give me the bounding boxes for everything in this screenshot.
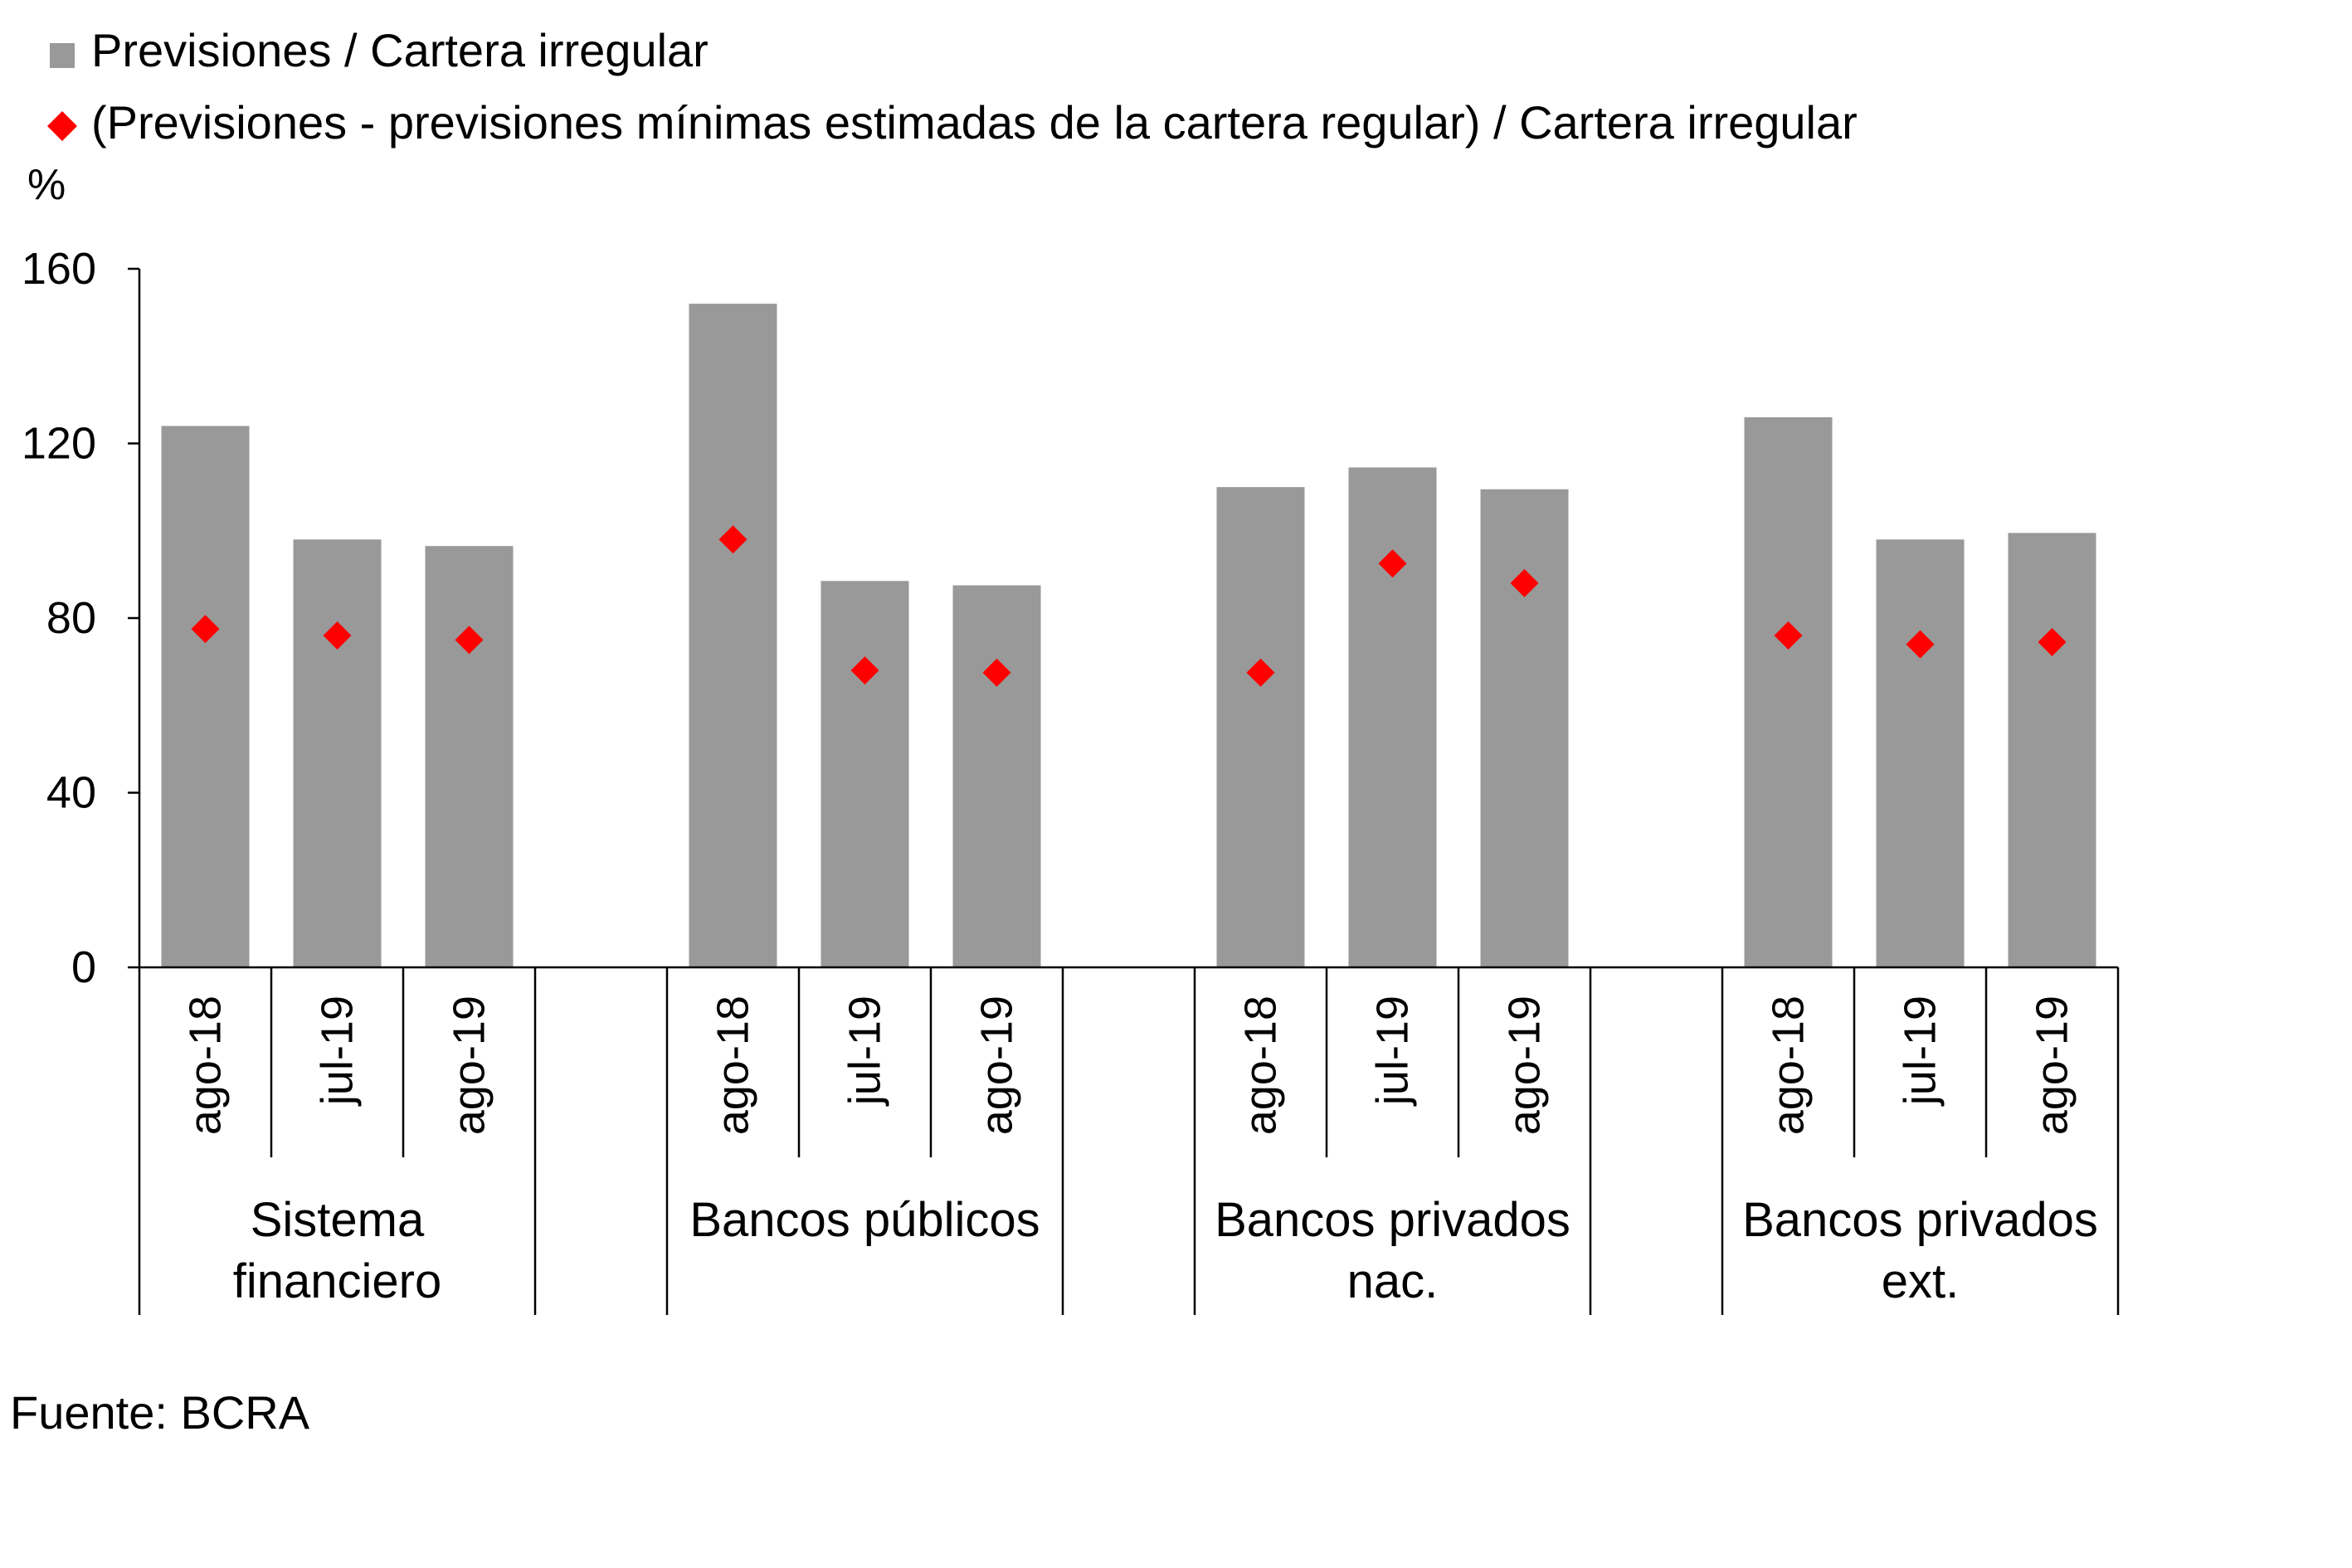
bar [821,581,909,967]
group-label-line: Bancos privados [1215,1193,1570,1247]
x-tick-label: ago-18 [181,996,231,1135]
group-label-line: financiero [233,1254,441,1308]
x-tick-label: ago-18 [709,996,758,1135]
marker-point [2038,627,2067,656]
marker-point [1774,621,1803,650]
x-tick-label: ago-19 [2028,996,2077,1135]
y-tick-label: 160 [22,244,96,294]
x-tick-label: jul-19 [840,996,890,1107]
marker-point [323,621,352,650]
bar [1744,416,1833,967]
group-label: Bancos privados ext. [1742,1193,2098,1308]
bar [689,304,777,968]
group-label-line: Bancos privados [1742,1193,2098,1247]
group-label: Bancos públicos [689,1193,1040,1247]
y-tick-label: 0 [71,942,96,992]
x-tick-label: jul-19 [313,996,363,1107]
marker-point [850,656,879,685]
x-tick-label: jul-19 [1896,996,1945,1107]
x-tick-label: ago-19 [1500,996,1550,1135]
x-tick-label: jul-19 [1368,996,1418,1107]
legend: Previsiones / Cartera irregular (Previsi… [47,24,1858,149]
marker-point [191,615,220,644]
bar [1216,487,1305,967]
group-label-line: nac. [1347,1254,1439,1308]
y-tick-label: 80 [46,593,96,643]
bar [1348,467,1437,967]
bar [952,585,1041,967]
group-label-line: Sistema [251,1193,425,1247]
group-label-line: ext. [1882,1254,1960,1308]
bar [2008,533,2096,967]
marker-point [1906,630,1935,659]
x-tick-label: ago-18 [1236,996,1286,1135]
group-label-line: Bancos públicos [689,1193,1040,1247]
group-label: Bancos privados nac. [1215,1193,1570,1308]
legend-marker-label: (Previsiones - previsiones mínimas estim… [91,96,1858,149]
bar [1480,489,1569,967]
x-tick-label: ago-18 [1764,996,1814,1135]
y-axis-unit-label: % [27,161,66,209]
bar [293,539,382,967]
bar [425,546,514,967]
marker-point [1246,658,1275,687]
y-tick-label: 40 [46,768,96,818]
group-label: Sistema financiero [233,1193,441,1308]
legend-marker-swatch [47,111,77,141]
source-note: Fuente: BCRA [10,1386,310,1439]
x-tick-label: ago-19 [445,996,494,1135]
y-tick-label: 120 [22,419,96,469]
legend-bar-swatch [50,43,75,68]
bar [1876,539,1965,967]
marker-point [1378,549,1407,578]
marker-point [982,658,1011,687]
marker-point [718,525,747,554]
legend-bar-label: Previsiones / Cartera irregular [91,24,709,76]
plot-area: 0 40 80 120 160 ago-18 jul-19 ago-19 ago-18 jul-1… [22,244,2120,1315]
marker-point [455,626,484,655]
x-tick-label: ago-19 [972,996,1022,1135]
bar [161,426,250,967]
marker-point [1510,568,1539,597]
